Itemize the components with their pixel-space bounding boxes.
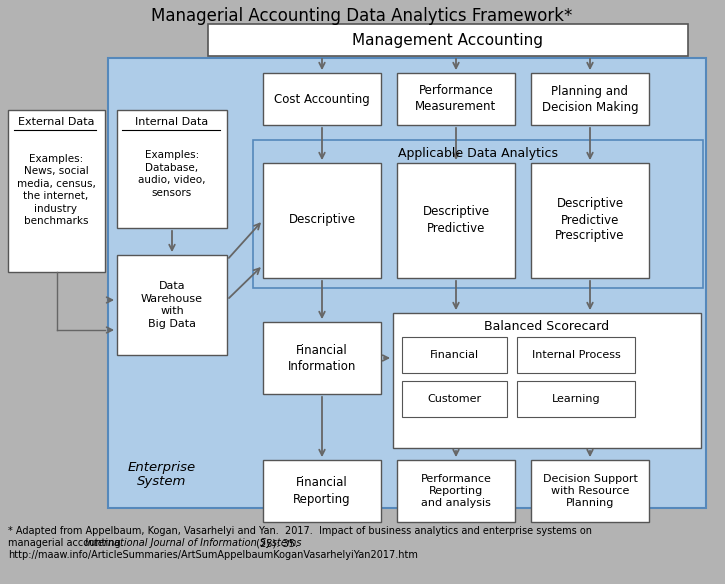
Bar [117,255,227,355]
Bar [263,73,381,125]
Text: Performance
Reporting
and analysis: Performance Reporting and analysis [420,474,492,509]
Bar [253,140,703,288]
Text: managerial accounting.: managerial accounting. [8,538,130,548]
Bar [263,163,381,278]
Text: Examples:
Database,
audio, video,
sensors: Examples: Database, audio, video, sensor… [138,151,206,197]
Bar [402,381,507,417]
Bar [263,460,381,522]
Text: Planning and
Decision Making: Planning and Decision Making [542,85,638,113]
Bar [517,381,635,417]
Bar [397,460,515,522]
Text: Decision Support
with Resource
Planning: Decision Support with Resource Planning [542,474,637,509]
Text: Learning: Learning [552,394,600,404]
Text: Applicable Data Analytics: Applicable Data Analytics [398,148,558,161]
Text: Performance
Measurement: Performance Measurement [415,85,497,113]
Bar [263,322,381,394]
Bar [208,24,688,56]
Bar [531,460,649,522]
Text: Descriptive: Descriptive [289,214,355,227]
Bar [108,58,706,508]
Text: Financial
Information: Financial Information [288,343,356,373]
Text: Financial: Financial [429,350,479,360]
Text: Cost Accounting: Cost Accounting [274,92,370,106]
Text: http://maaw.info/ArticleSummaries/ArtSumAppelbaumKoganVasarhelyiYan2017.htm: http://maaw.info/ArticleSummaries/ArtSum… [8,550,418,560]
Text: Internal Process: Internal Process [531,350,621,360]
Text: Customer: Customer [427,394,481,404]
Text: Enterprise: Enterprise [128,461,196,474]
Text: Internal Data: Internal Data [136,117,209,127]
Bar [117,110,227,228]
Text: Examples:
News, social
media, census,
the internet,
industry
benchmarks: Examples: News, social media, census, th… [17,154,96,226]
Bar [531,73,649,125]
Text: International Journal of Information Systems: International Journal of Information Sys… [85,538,302,548]
Bar [397,73,515,125]
Text: System: System [137,474,186,488]
Bar [397,163,515,278]
Text: Descriptive
Predictive
Prescriptive: Descriptive Predictive Prescriptive [555,197,625,242]
Bar [8,110,105,272]
Text: (25): 35.: (25): 35. [253,538,298,548]
Text: Balanced Scorecard: Balanced Scorecard [484,321,610,333]
Text: Managerial Accounting Data Analytics Framework*: Managerial Accounting Data Analytics Fra… [152,7,573,25]
Bar [531,163,649,278]
Text: Management Accounting: Management Accounting [352,33,544,47]
Text: Financial
Reporting: Financial Reporting [293,477,351,506]
Text: Data
Warehouse
with
Big Data: Data Warehouse with Big Data [141,281,203,329]
Bar [517,337,635,373]
Text: External Data: External Data [17,117,94,127]
Bar [402,337,507,373]
Text: Descriptive
Predictive: Descriptive Predictive [423,206,489,235]
Bar [393,313,701,448]
Text: * Adapted from Appelbaum, Kogan, Vasarhelyi and Yan.  2017.  Impact of business : * Adapted from Appelbaum, Kogan, Vasarhe… [8,526,592,536]
